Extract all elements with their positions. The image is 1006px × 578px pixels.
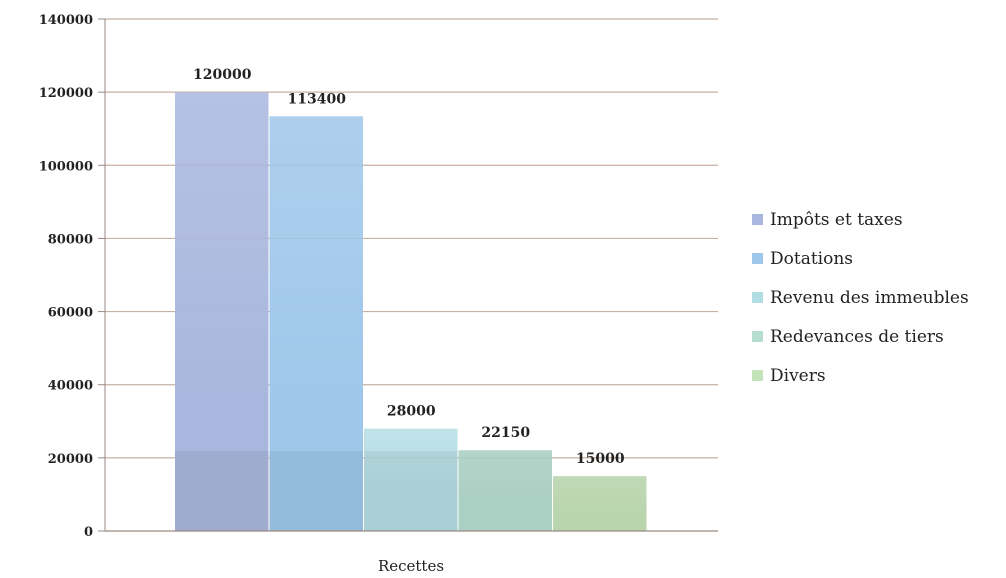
legend-swatch [752, 370, 763, 381]
legend-entry: Divers [770, 366, 826, 386]
legend-swatch [752, 331, 763, 342]
legend: Impôts et taxes Dotations Revenu des immeu… [752, 210, 969, 386]
x-tick-label: Recettes [378, 557, 444, 575]
y-tick-label: 20000 [48, 452, 93, 467]
bar-4 [458, 449, 552, 531]
bar-1 [175, 92, 269, 532]
legend-swatch [752, 214, 763, 225]
bar-shade [269, 451, 363, 531]
bar-2 [269, 116, 363, 531]
data-label: 22150 [481, 425, 530, 441]
y-tick-label: 40000 [48, 379, 93, 394]
bar-shade [364, 451, 458, 531]
x-axis: Recettes [105, 530, 718, 575]
legend-entry: Dotations [770, 249, 853, 269]
y-tick-label: 120000 [39, 86, 93, 101]
data-label: 113400 [288, 91, 347, 107]
bar-shade [553, 476, 647, 531]
data-label: 15000 [576, 451, 625, 467]
data-label: 28000 [387, 404, 436, 420]
bar-shade [458, 451, 552, 531]
legend-swatch [752, 292, 763, 303]
data-labels: 120000 113400 28000 22150 15000 [193, 67, 625, 467]
bar-shade [175, 451, 269, 531]
legend-entry: Revenu des immeubles [770, 288, 969, 308]
y-tick-label: 100000 [39, 159, 93, 174]
legend-swatch [752, 253, 763, 264]
y-tick-label: 0 [84, 525, 93, 540]
y-axis: 0 20000 40000 60000 80000 100000 120000 140000 [39, 13, 106, 540]
bars [175, 92, 647, 532]
y-tick-label: 80000 [48, 232, 93, 247]
legend-entry: Redevances de tiers [770, 327, 944, 347]
legend-entry: Impôts et taxes [770, 210, 903, 230]
y-tick-label: 60000 [48, 306, 93, 321]
data-label: 120000 [193, 67, 252, 83]
bar-3 [364, 428, 458, 531]
y-tick-label: 140000 [39, 13, 93, 28]
bar-5 [553, 476, 647, 531]
